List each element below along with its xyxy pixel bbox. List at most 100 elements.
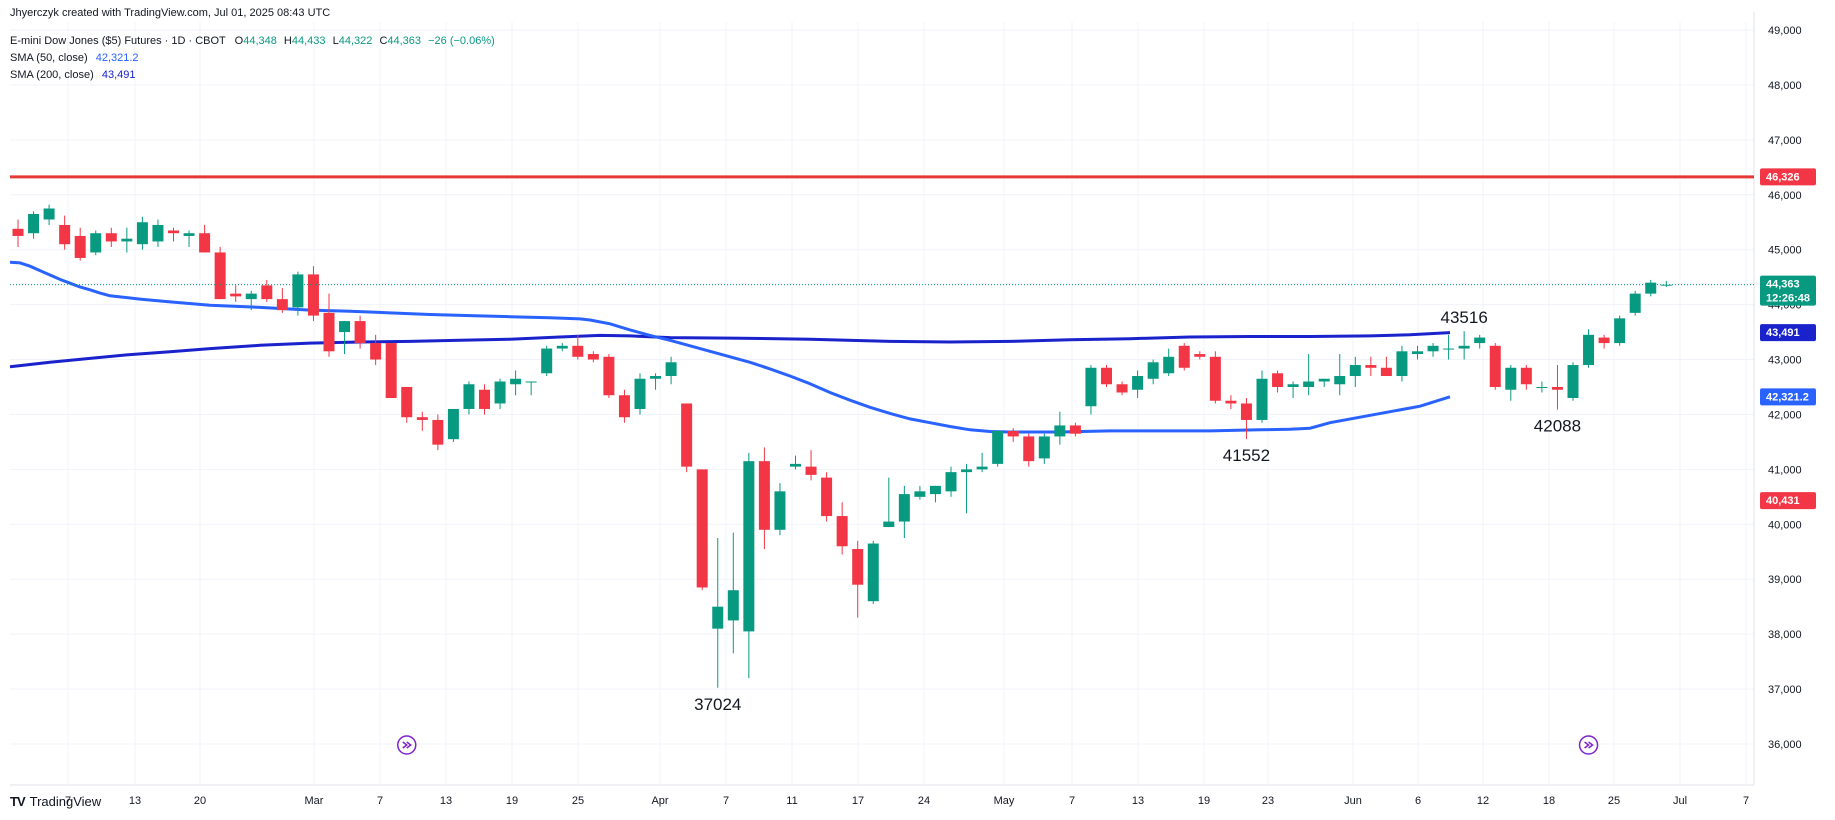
candle-body: [883, 521, 895, 528]
price-tick-label: 39,000: [1768, 574, 1802, 586]
candle-body: [1038, 436, 1050, 459]
candle: [43, 204, 55, 225]
price-badge-label: 43,491: [1766, 327, 1800, 339]
candle-body: [1023, 436, 1035, 462]
candle: [1287, 381, 1299, 398]
sma50-label[interactable]: SMA (50, close): [10, 52, 88, 64]
sma200-legend[interactable]: SMA (200, close) 43,491: [10, 69, 135, 81]
candle-body: [867, 543, 879, 602]
price-tick-label: 46,000: [1768, 190, 1802, 202]
candle-body: [323, 312, 335, 352]
candle-body: [1085, 367, 1097, 407]
time-tick-label: 7: [723, 795, 729, 807]
time-tick-label: 25: [1608, 795, 1620, 807]
candle-body: [1645, 282, 1657, 294]
candle: [836, 502, 848, 555]
candle-body: [494, 381, 506, 404]
candle-body: [447, 408, 459, 440]
candle-body: [929, 485, 941, 495]
candle-body: [898, 494, 910, 522]
candle: [587, 351, 599, 363]
candle-body: [681, 403, 693, 467]
annotation-label: 37024: [694, 695, 741, 714]
moving-averages: [9, 260, 1451, 434]
change-value: −26 (−0.06%): [428, 35, 495, 47]
event-markers[interactable]: [397, 735, 1599, 755]
close-label: C: [379, 35, 388, 47]
candle-body: [712, 606, 724, 629]
price-tick-label: 41,000: [1768, 464, 1802, 476]
candle-body: [1614, 318, 1626, 344]
candle: [1225, 395, 1237, 409]
event-marker-icon[interactable]: [397, 735, 417, 755]
candle-body: [945, 472, 957, 492]
candle-body: [525, 381, 537, 383]
symbol-legend[interactable]: E-mini Dow Jones ($5) Futures · 1D · CBO…: [10, 35, 495, 47]
candle: [385, 343, 397, 398]
time-axis[interactable]: 7 13 20 Mar 7 13 19 25 Apr 7 11 17 24 May 7 13 19 23 Jun 6 1…: [65, 795, 1749, 807]
candle-body: [183, 233, 195, 236]
candle: [696, 469, 708, 591]
candle: [1598, 334, 1610, 349]
price-tick-label: 47,000: [1768, 135, 1802, 147]
candle: [168, 227, 179, 242]
candle-body: [12, 228, 24, 236]
candle: [1240, 397, 1252, 440]
candle-body: [587, 354, 599, 360]
candle: [556, 343, 568, 352]
sma200-value: 43,491: [101, 69, 136, 81]
candle: [1551, 365, 1563, 410]
candle-body: [1101, 367, 1112, 385]
candle-body: [1349, 365, 1361, 377]
candle-body: [650, 376, 662, 379]
price-badge-label: 46,326: [1766, 171, 1800, 183]
sma50-legend[interactable]: SMA (50, close) 42,321.2: [10, 52, 139, 64]
price-badge: 44,363 12:26:48: [1760, 275, 1816, 306]
candle-body: [1334, 376, 1346, 385]
grid: [10, 22, 1754, 786]
sma200-label[interactable]: SMA (200, close): [10, 69, 94, 81]
symbol-name[interactable]: E-mini Dow Jones ($5) Futures · 1D · CBO…: [10, 35, 226, 47]
price-axis[interactable]: 36,000 37,000 38,000 39,000 40,000 41,000 42,0…: [1753, 12, 1802, 785]
open-value: 44,348: [243, 35, 277, 47]
candle: [929, 485, 941, 503]
candle-body: [1054, 425, 1066, 437]
candle: [1318, 378, 1330, 387]
low-label: L: [332, 35, 339, 47]
time-tick-label: 7: [65, 795, 71, 807]
candle: [1085, 365, 1097, 415]
time-tick-label: Jul: [1673, 795, 1687, 807]
time-tick-label: 23: [1262, 795, 1274, 807]
high-value: 44,433: [291, 35, 326, 47]
candle-body: [1194, 354, 1206, 357]
candle-body: [852, 549, 864, 585]
candle-body: [1240, 403, 1252, 420]
candle-body: [1629, 293, 1641, 313]
price-badge: 46,326: [1760, 168, 1816, 186]
candle: [479, 384, 490, 415]
price-tick-label: 36,000: [1768, 739, 1802, 751]
candle: [1194, 351, 1206, 360]
candle: [572, 334, 584, 360]
candle: [1629, 290, 1641, 316]
candle: [1443, 334, 1455, 360]
event-marker-icon[interactable]: [1578, 735, 1599, 755]
candle: [603, 354, 615, 398]
candle: [510, 370, 522, 396]
candle: [1054, 411, 1066, 445]
candle-body: [1007, 430, 1019, 437]
candle: [401, 387, 413, 423]
tradingview-brand[interactable]: TV TradingView: [10, 794, 101, 809]
marker-arrows: [1584, 741, 1594, 749]
candle-body: [1583, 334, 1595, 366]
price-tick-label: 38,000: [1768, 629, 1802, 641]
candle: [1412, 345, 1423, 360]
price-badge-bg: [1760, 492, 1816, 510]
candle: [898, 485, 910, 539]
candle-body: [618, 395, 630, 418]
close-value: 44,363: [387, 35, 422, 47]
time-tick-label: 12: [1477, 795, 1489, 807]
time-tick-label: 7: [1743, 795, 1749, 807]
candle-body: [479, 389, 490, 409]
